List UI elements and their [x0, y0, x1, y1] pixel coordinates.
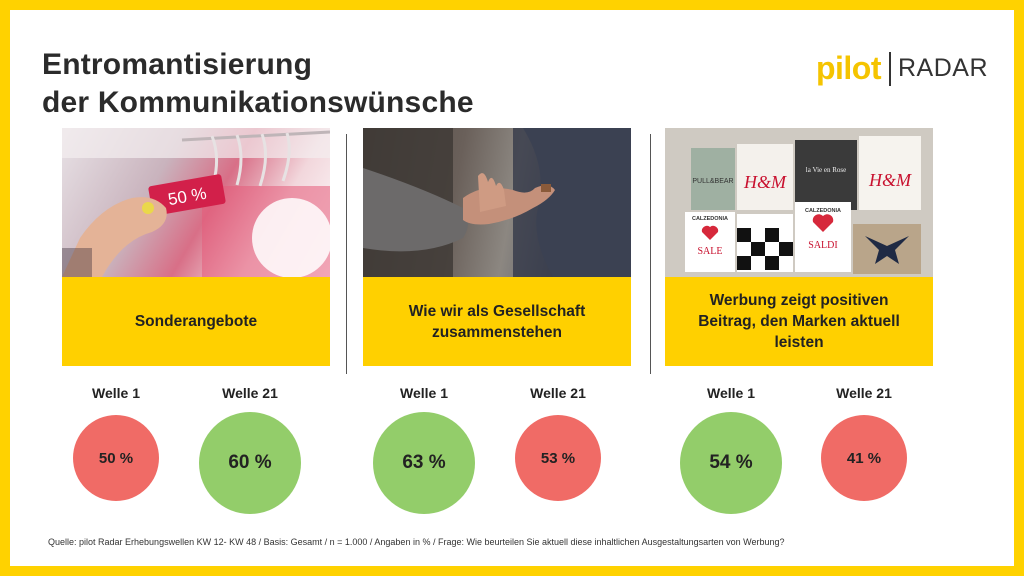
bag-label: la Vie en Rose: [806, 166, 846, 174]
value-circle-decrease: 50 %: [73, 415, 159, 501]
value-circle-increase: 63 %: [373, 412, 475, 514]
value-circle-increase: 60 %: [199, 412, 301, 514]
logo-radar: RADAR: [897, 54, 988, 82]
value-circle-increase: 54 %: [680, 412, 782, 514]
sale-rack-illustration: 50 %: [62, 128, 330, 277]
title-line-1: Entromantisierung: [42, 48, 313, 81]
pilot-radar-logo: pilot RADAR: [816, 50, 988, 87]
logo-pilot: pilot: [815, 50, 882, 86]
bag-label: CALZEDONIA: [692, 216, 728, 222]
bag-label: CALZEDONIA: [805, 208, 841, 214]
bag-label: H&M: [868, 170, 912, 190]
caption-text: Wie wir als Gesellschaft zusammenstehen: [408, 302, 586, 341]
caption-box: Wie wir als Gesellschaft zusammenstehen: [363, 277, 631, 366]
sale-rack-photo: 50 %: [62, 128, 330, 277]
column-divider: [650, 134, 651, 374]
value-circle-decrease: 53 %: [515, 415, 601, 501]
slide: Entromantisierung der Kommunikationswüns…: [10, 10, 1014, 566]
title-line-2: der Kommunikationswünsche: [42, 86, 474, 119]
panel-gesellschaft: Wie wir als Gesellschaft zusammenstehen: [363, 128, 631, 366]
shopping-bags-illustration: PULL&BEAR H&M la Vie en Rose H&M CALZEDO…: [665, 128, 933, 277]
wave-label: Welle 1: [400, 385, 448, 401]
panel-sonderangebote: 50 % Sonderangebote: [62, 128, 330, 366]
wave-label: Welle 1: [92, 385, 140, 401]
hands-illustration: [363, 128, 631, 277]
source-footnote: Quelle: pilot Radar Erhebungswellen KW 1…: [48, 537, 785, 547]
page-title: Entromantisierung der Kommunikationswüns…: [42, 46, 474, 122]
shopping-bags-photo: PULL&BEAR H&M la Vie en Rose H&M CALZEDO…: [665, 128, 933, 277]
column-divider: [346, 134, 347, 374]
caption-box: Sonderangebote: [62, 277, 330, 366]
value-circle-decrease: 41 %: [821, 415, 907, 501]
panel-werbung: PULL&BEAR H&M la Vie en Rose H&M CALZEDO…: [665, 128, 933, 366]
logo-divider: [888, 51, 891, 86]
bag-label: PULL&BEAR: [692, 178, 733, 185]
caption-text: Werbung zeigt positiven Beitrag, den Mar…: [698, 292, 900, 351]
wave-label: Welle 1: [707, 385, 755, 401]
bag-label: SALE: [698, 246, 723, 257]
wave-label: Welle 21: [530, 385, 586, 401]
wave-label: Welle 21: [836, 385, 892, 401]
caption-box: Werbung zeigt positiven Beitrag, den Mar…: [665, 277, 933, 366]
hands-photo: [363, 128, 631, 277]
wave-label: Welle 21: [222, 385, 278, 401]
bag-label: H&M: [743, 172, 787, 192]
caption-text: Sonderangebote: [134, 313, 258, 330]
bag-label: SALDI: [808, 240, 837, 251]
